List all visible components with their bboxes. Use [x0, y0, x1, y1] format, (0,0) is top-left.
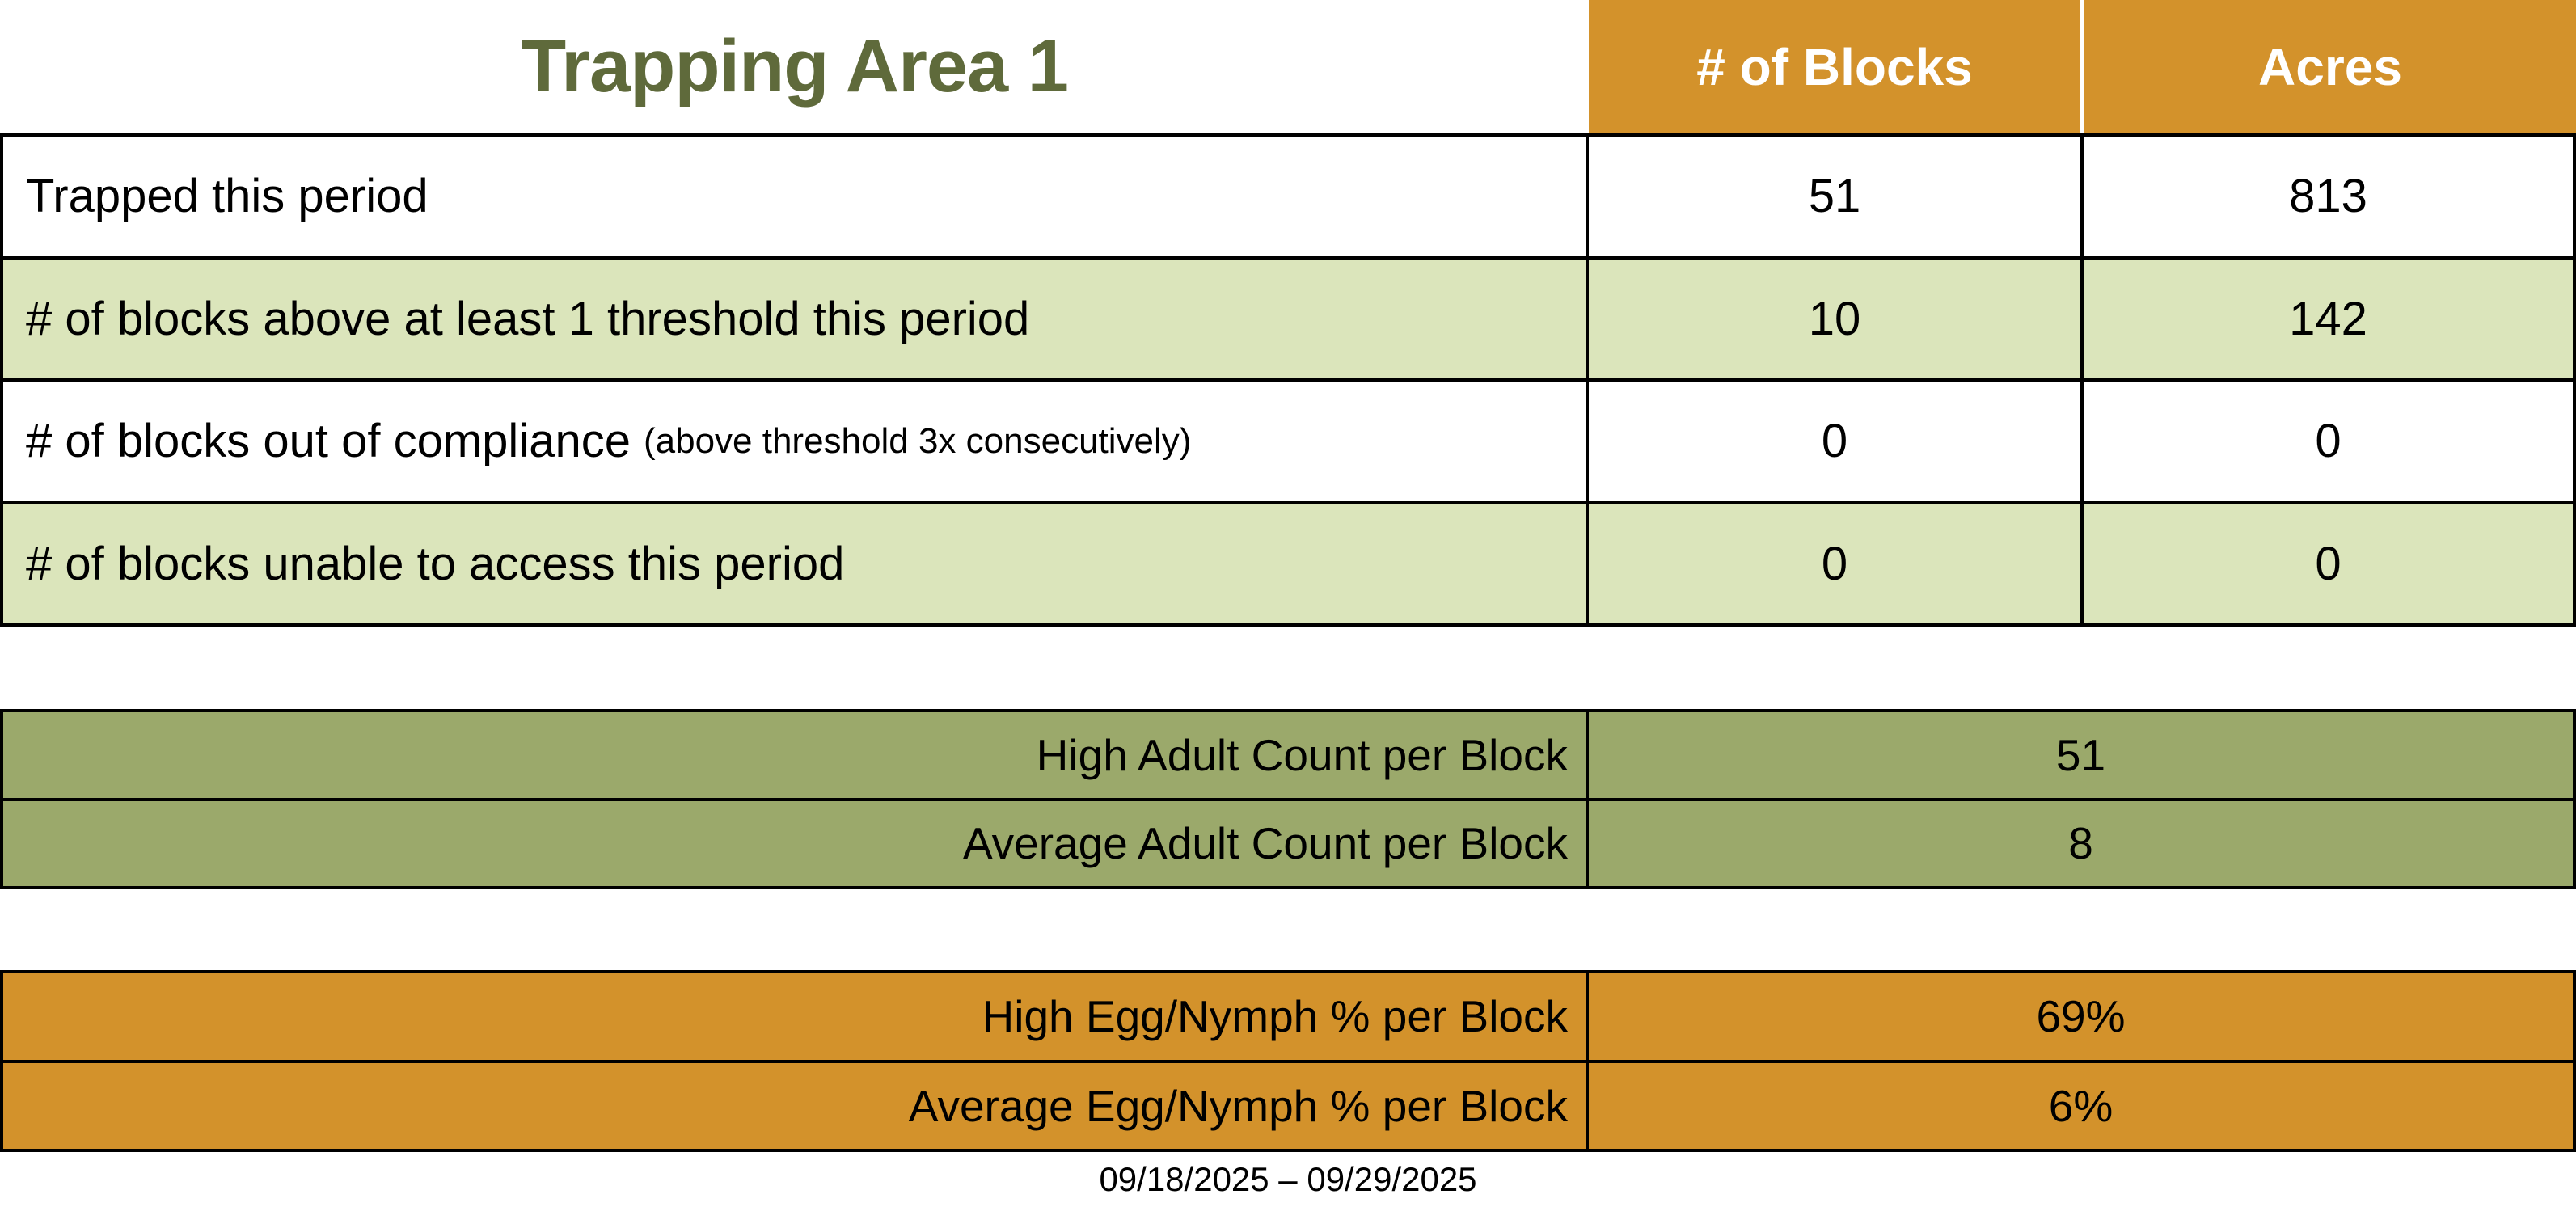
high-egg-nymph-value: 69%	[1589, 973, 2573, 1060]
adult-count-section: High Adult Count per Block 51 Average Ad…	[0, 709, 2576, 889]
row-label-unable-to-access: # of blocks unable to access this period	[3, 504, 1586, 623]
high-egg-nymph-label: High Egg/Nymph % per Block	[3, 973, 1586, 1060]
acres-value: 0	[2084, 504, 2573, 623]
page-title: Trapping Area 1	[521, 25, 1069, 108]
main-table: Trapped this period 51 813 # of blocks a…	[0, 133, 2576, 627]
acres-value: 142	[2084, 259, 2573, 378]
title-cell: Trapping Area 1	[0, 0, 1589, 133]
high-adult-count-label: High Adult Count per Block	[3, 712, 1586, 798]
average-adult-count-label: Average Adult Count per Block	[3, 800, 1586, 886]
row-label-out-of-compliance: # of blocks out of compliance (above thr…	[3, 382, 1586, 501]
column-header-acres: Acres	[2084, 0, 2576, 133]
blocks-value: 0	[1589, 382, 2080, 501]
average-egg-nymph-label: Average Egg/Nymph % per Block	[3, 1062, 1586, 1149]
row-label-text: Trapped this period	[26, 170, 429, 223]
column-header-blocks: # of Blocks	[1589, 0, 2080, 133]
blocks-value: 10	[1589, 259, 2080, 378]
row-label-text: # of blocks above at least 1 threshold t…	[26, 292, 1030, 345]
row-label-text: # of blocks out of compliance	[26, 415, 631, 468]
row-label-above-threshold: # of blocks above at least 1 threshold t…	[3, 259, 1586, 378]
acres-value: 0	[2084, 382, 2573, 501]
blocks-value: 0	[1589, 504, 2080, 623]
average-adult-count-value: 8	[1589, 800, 2573, 886]
high-adult-count-value: 51	[1589, 712, 2573, 798]
row-label-trapped: Trapped this period	[3, 137, 1586, 256]
average-egg-nymph-value: 6%	[1589, 1062, 2573, 1149]
row-label-note: (above threshold 3x consecutively)	[643, 420, 1192, 461]
acres-value: 813	[2084, 137, 2573, 256]
blocks-value: 51	[1589, 137, 2080, 256]
date-range: 09/18/2025 – 09/29/2025	[1099, 1160, 1477, 1198]
header-band: Trapping Area 1 # of Blocks Acres	[0, 0, 2576, 133]
egg-nymph-section: High Egg/Nymph % per Block 69% Average E…	[0, 970, 2576, 1152]
row-label-text: # of blocks unable to access this period	[26, 537, 845, 590]
